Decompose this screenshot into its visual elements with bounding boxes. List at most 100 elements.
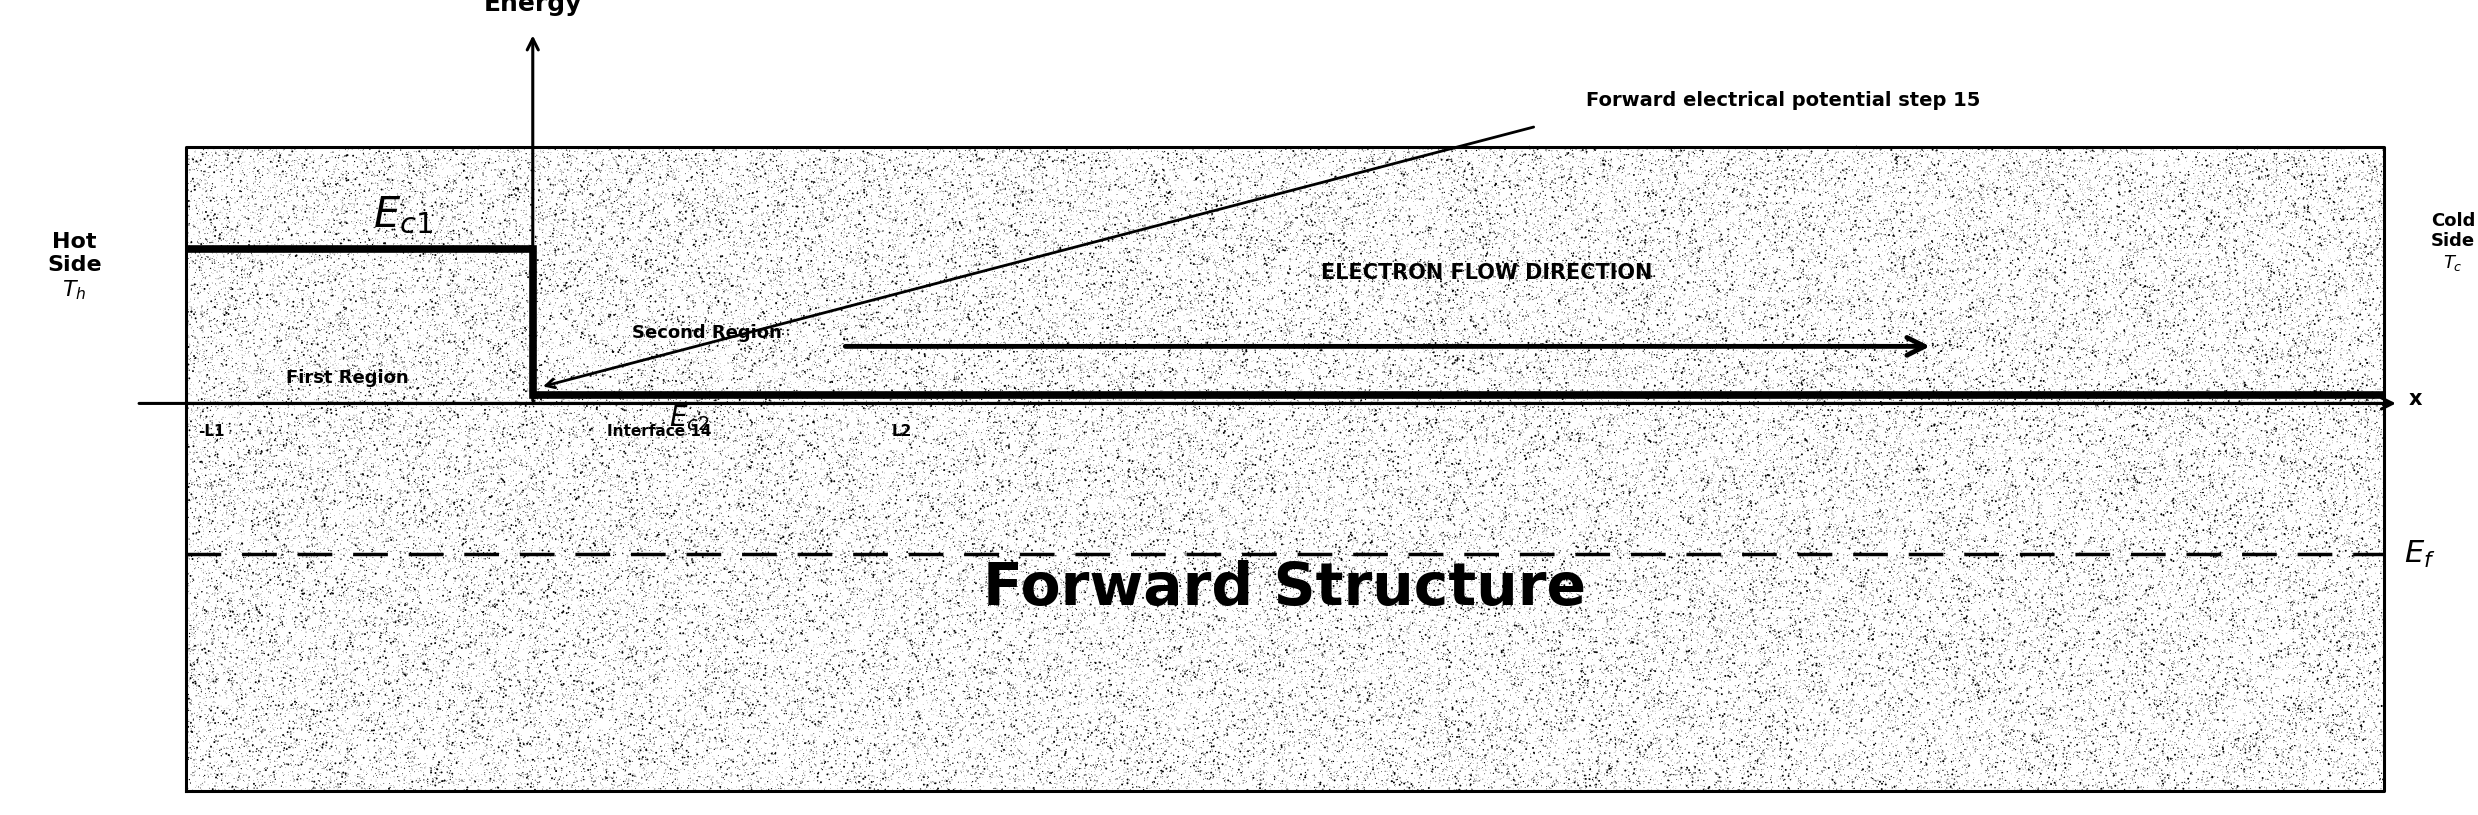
Point	[1566, 288, 1606, 301]
Point	[1856, 373, 1896, 386]
Point	[275, 310, 315, 323]
Point	[2077, 605, 2116, 618]
Point	[2322, 464, 2362, 477]
Point	[1155, 702, 1194, 715]
Point	[1177, 438, 1217, 452]
Point	[468, 540, 508, 553]
Point	[1301, 260, 1341, 273]
Point	[1264, 560, 1303, 573]
Point	[2225, 626, 2265, 639]
Point	[2136, 237, 2176, 250]
Point	[1512, 438, 1551, 452]
Point	[622, 357, 662, 370]
Point	[1556, 439, 1596, 452]
Point	[1244, 675, 1284, 688]
Point	[2240, 382, 2280, 395]
Point	[1061, 372, 1100, 385]
Point	[676, 724, 716, 737]
Point	[193, 381, 233, 394]
Point	[1972, 598, 2012, 611]
Point	[2275, 550, 2314, 563]
Point	[1673, 361, 1712, 374]
Point	[1566, 177, 1606, 190]
Point	[1608, 580, 1648, 593]
Point	[1016, 166, 1056, 179]
Point	[1985, 537, 2025, 550]
Point	[696, 513, 736, 526]
Point	[1968, 495, 2007, 508]
Point	[649, 449, 689, 462]
Point	[1224, 423, 1264, 436]
Point	[1650, 280, 1690, 293]
Point	[932, 543, 971, 556]
Point	[2141, 473, 2181, 486]
Point	[1749, 586, 1789, 599]
Point	[1103, 735, 1142, 748]
Point	[2300, 208, 2339, 221]
Point	[483, 729, 523, 742]
Point	[1591, 675, 1631, 688]
Point	[1606, 210, 1645, 223]
Point	[711, 743, 751, 756]
Point	[1452, 315, 1492, 328]
Point	[622, 527, 662, 540]
Point	[818, 454, 857, 467]
Point	[2240, 363, 2280, 376]
Point	[1415, 669, 1455, 682]
Point	[1787, 694, 1826, 707]
Point	[1566, 483, 1606, 496]
Point	[1464, 707, 1504, 720]
Point	[1254, 649, 1294, 662]
Point	[2176, 500, 2215, 513]
Point	[592, 424, 632, 437]
Point	[1638, 428, 1678, 441]
Point	[1271, 331, 1311, 344]
Point	[2111, 267, 2151, 280]
Point	[253, 346, 292, 359]
Point	[530, 297, 570, 310]
Point	[357, 769, 396, 782]
Point	[676, 518, 716, 531]
Point	[1685, 381, 1725, 394]
Point	[1145, 359, 1184, 372]
Point	[1375, 390, 1415, 403]
Point	[1197, 406, 1237, 419]
Point	[2153, 636, 2193, 649]
Point	[657, 531, 696, 544]
Point	[1638, 154, 1678, 167]
Point	[805, 195, 845, 208]
Point	[2220, 389, 2260, 402]
Point	[932, 532, 971, 545]
Point	[620, 199, 659, 212]
Point	[2109, 479, 2148, 492]
Point	[748, 509, 788, 522]
Point	[947, 557, 986, 570]
Point	[1722, 469, 1762, 482]
Point	[230, 477, 270, 490]
Point	[1906, 240, 1945, 253]
Point	[2186, 489, 2225, 502]
Point	[2025, 425, 2064, 438]
Point	[607, 628, 647, 641]
Point	[1690, 726, 1730, 739]
Point	[758, 147, 798, 160]
Point	[1351, 552, 1390, 565]
Point	[2260, 522, 2300, 535]
Point	[627, 645, 667, 658]
Point	[1680, 402, 1720, 415]
Point	[585, 271, 624, 284]
Point	[2027, 782, 2067, 795]
Point	[233, 211, 273, 224]
Point	[847, 359, 887, 372]
Point	[2198, 694, 2238, 707]
Point	[1668, 429, 1707, 442]
Point	[1120, 728, 1160, 741]
Point	[2141, 402, 2181, 415]
Point	[463, 520, 503, 533]
Point	[865, 728, 904, 741]
Point	[543, 213, 582, 226]
Point	[1839, 530, 1878, 543]
Point	[2158, 202, 2198, 215]
Point	[349, 780, 389, 793]
Point	[434, 432, 473, 445]
